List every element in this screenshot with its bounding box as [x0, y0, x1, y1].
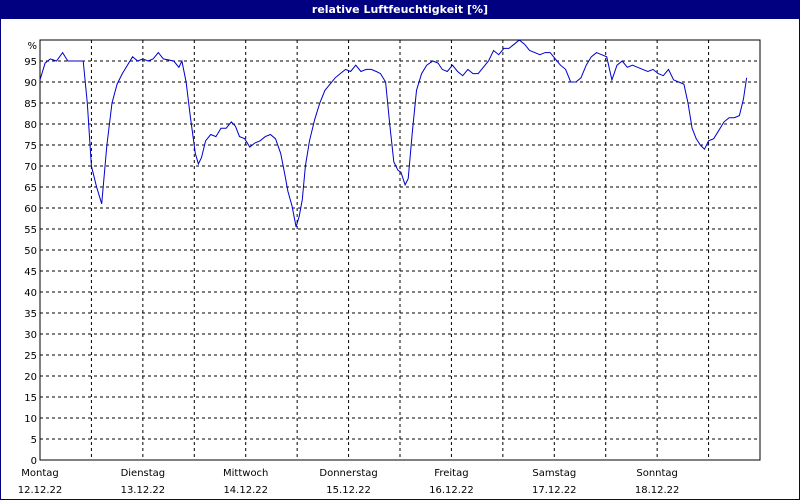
y-axis: 0 5 10 15 20 25 30 35 40 45 50 55 60 65 70 75 80 85 90 95%: [24, 41, 37, 467]
x-tick-day: Sonntag: [636, 468, 678, 479]
x-tick-day: Samstag: [532, 468, 576, 479]
y-tick-label: 40: [24, 288, 37, 299]
y-tick-label: 95: [24, 57, 37, 68]
y-tick-label: 65: [24, 183, 37, 194]
x-tick-date: 17.12.22: [532, 485, 577, 496]
y-tick-label: 80: [24, 120, 37, 131]
series-layer: [39, 39, 748, 228]
y-tick-label: 20: [24, 372, 37, 383]
y-tick-label: 90: [24, 78, 37, 89]
y-tick-label: 75: [24, 141, 37, 152]
y-tick-label: 70: [24, 162, 37, 173]
y-tick-label: 10: [24, 414, 37, 425]
x-tick-day: Montag: [21, 468, 58, 479]
y-tick-label: 5: [31, 435, 37, 446]
y-tick-label: 30: [24, 330, 37, 341]
x-tick-day: Donnerstag: [319, 468, 377, 479]
y-tick-label: 25: [24, 351, 37, 362]
y-tick-label: 15: [24, 393, 37, 404]
x-axis: Montag 12.12.22 Dienstag 13.12.22 Mittwoch 14…: [18, 468, 680, 496]
x-tick-date: 16.12.22: [429, 485, 474, 496]
chart-title: relative Luftfeuchtigkeit [%]: [1, 1, 799, 19]
grid: [40, 40, 760, 460]
y-unit-label: %: [27, 41, 37, 52]
x-tick-day: Mittwoch: [223, 468, 268, 479]
y-tick-label: 50: [24, 246, 37, 257]
humidity-series-line: [39, 39, 748, 228]
x-tick-date: 15.12.22: [326, 485, 371, 496]
y-tick-label: 55: [24, 225, 37, 236]
y-tick-label: 60: [24, 204, 37, 215]
x-tick-date: 13.12.22: [121, 485, 166, 496]
x-tick-day: Freitag: [434, 468, 468, 479]
y-tick-label: 0: [31, 456, 37, 467]
y-tick-label: 85: [24, 99, 37, 110]
x-tick-date: 12.12.22: [18, 485, 63, 496]
x-tick-date: 18.12.22: [635, 485, 680, 496]
x-tick-date: 14.12.22: [223, 485, 268, 496]
x-tick-day: Dienstag: [121, 468, 166, 479]
y-tick-label: 35: [24, 309, 37, 320]
y-tick-label: 45: [24, 267, 37, 278]
